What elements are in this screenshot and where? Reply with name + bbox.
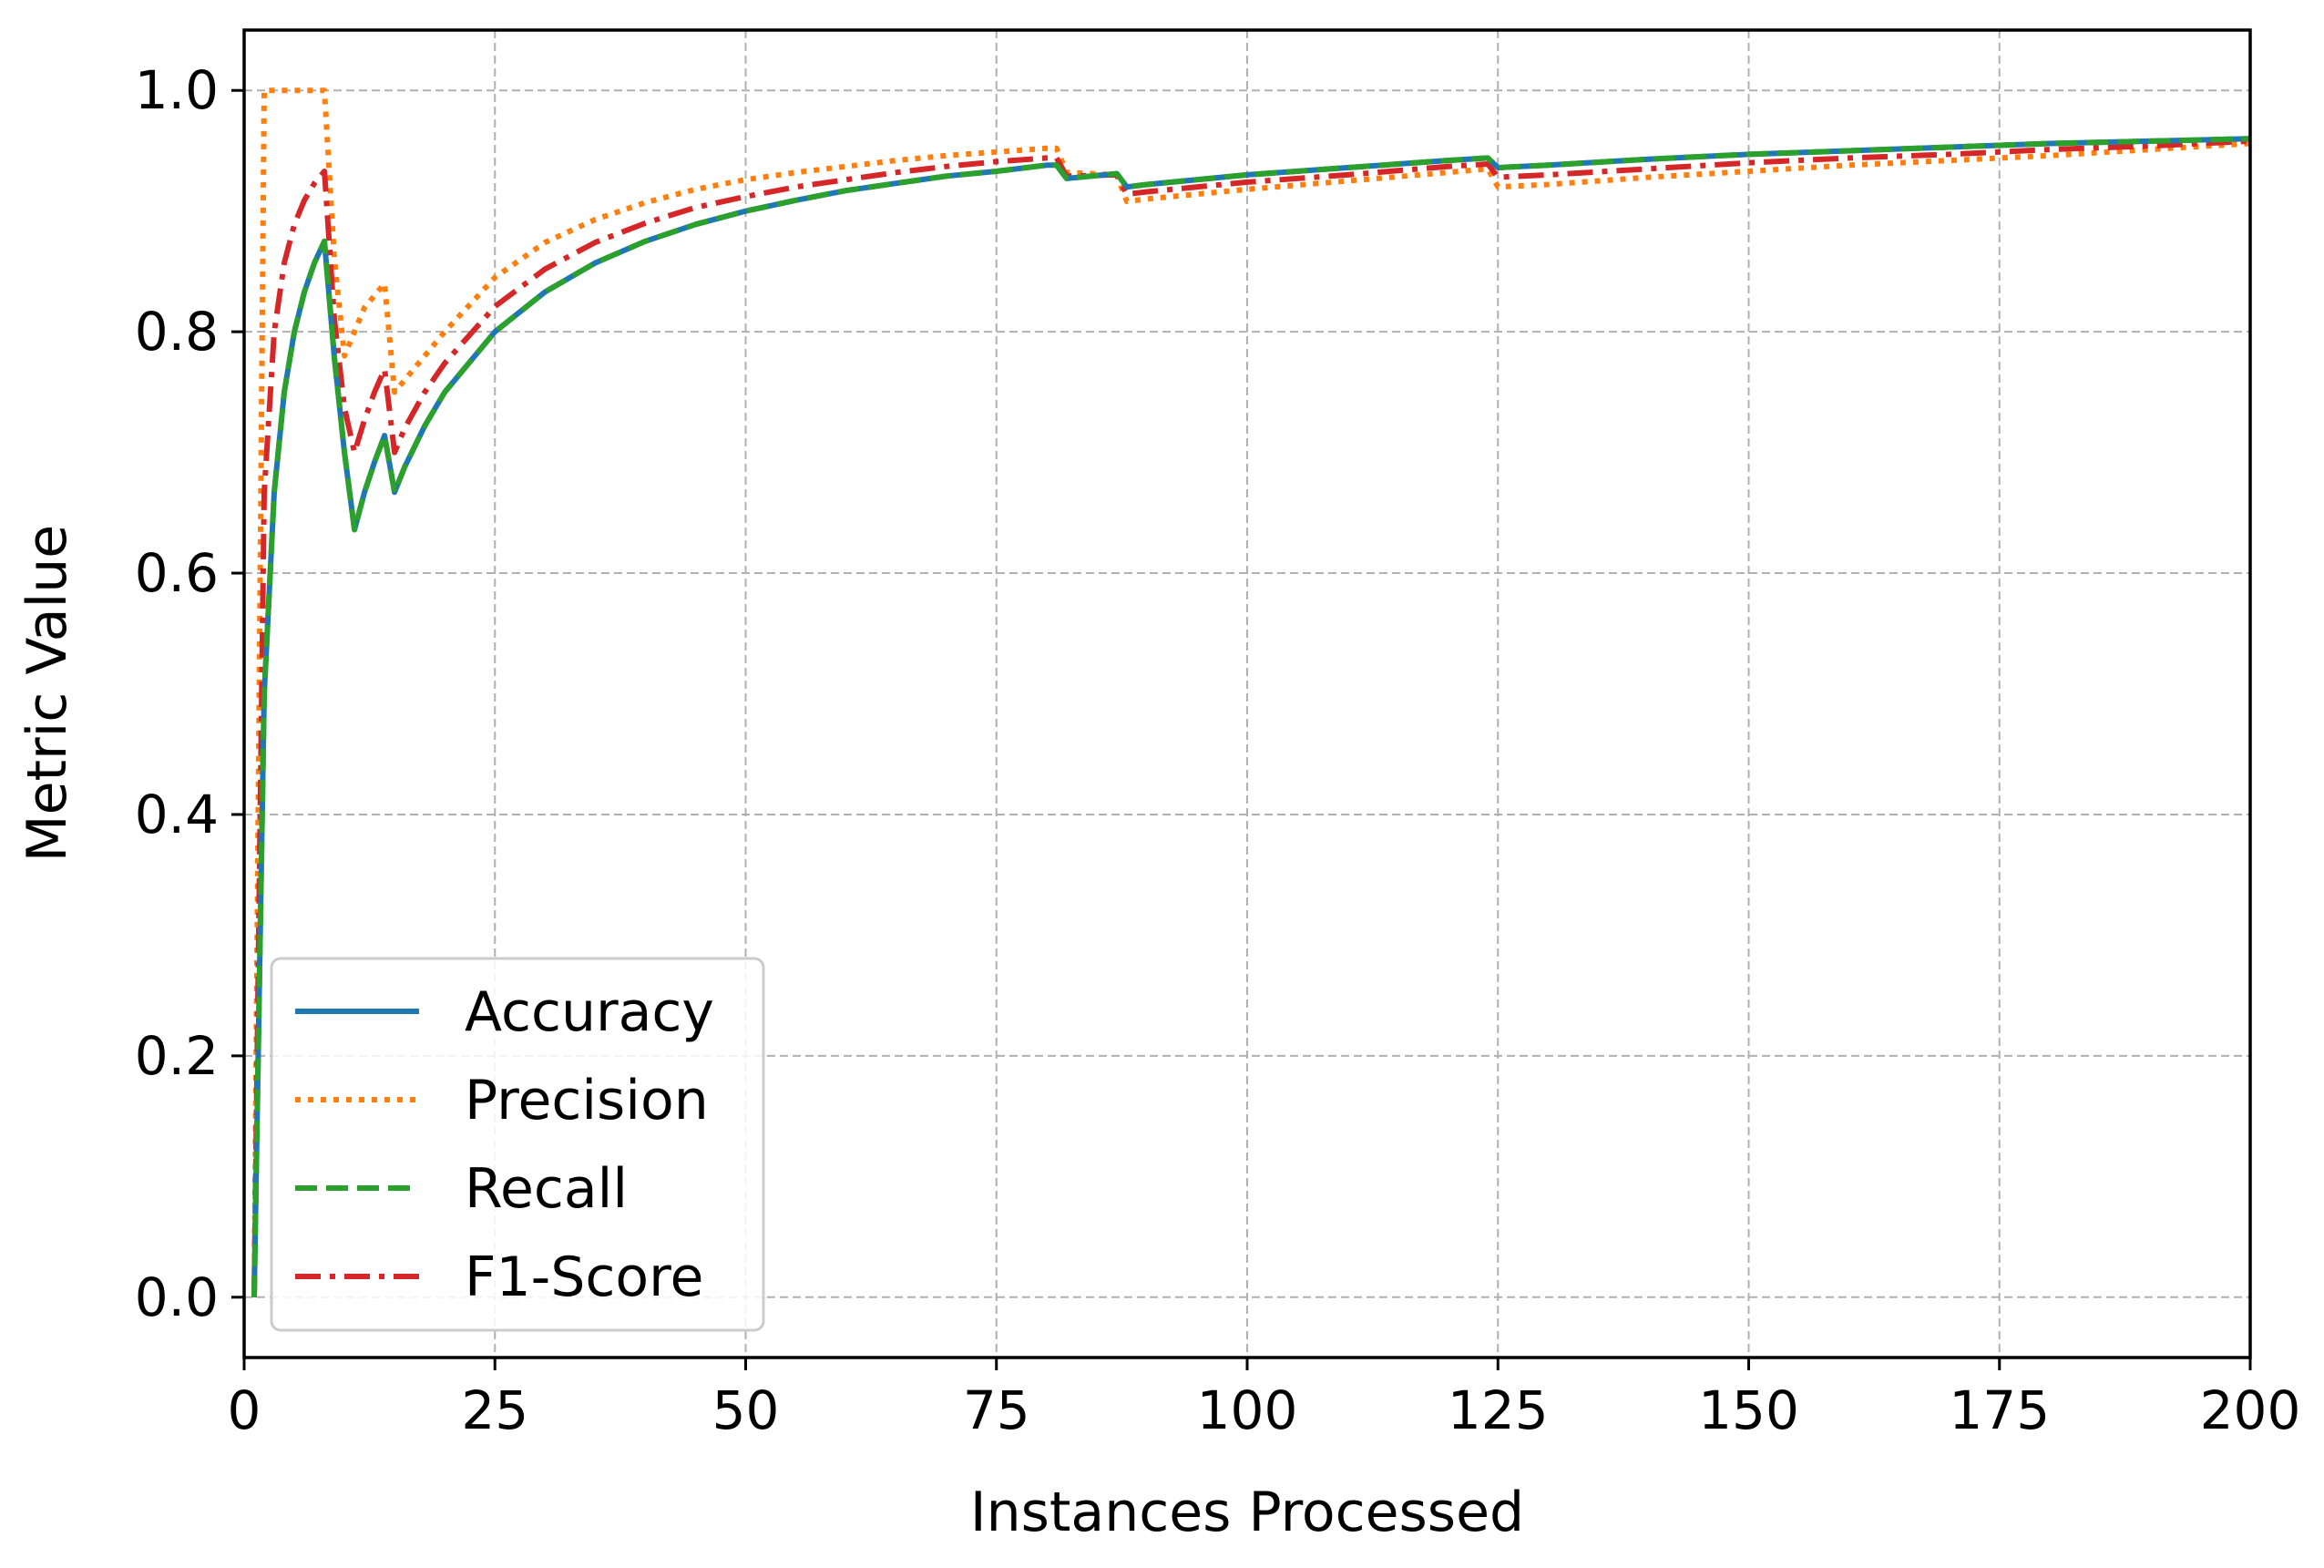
x-tick-label: 100 bbox=[1197, 1379, 1298, 1441]
x-tick-label: 200 bbox=[2200, 1379, 2301, 1441]
legend-label: Precision bbox=[465, 1069, 709, 1132]
y-tick-label: 0.4 bbox=[135, 784, 219, 845]
x-tick-label: 175 bbox=[1949, 1379, 2050, 1441]
x-tick-label: 75 bbox=[963, 1379, 1030, 1441]
x-tick-label: 50 bbox=[712, 1379, 780, 1441]
x-axis-label: Instances Processed bbox=[970, 1481, 1524, 1544]
y-tick-label: 0.2 bbox=[135, 1025, 219, 1087]
y-tick-label: 0.8 bbox=[135, 301, 219, 363]
legend-label: F1-Score bbox=[465, 1245, 703, 1309]
x-tick-label: 150 bbox=[1698, 1379, 1799, 1441]
legend: Accuracy Precision Recall F1-Score bbox=[270, 957, 765, 1332]
y-tick-label: 1.0 bbox=[135, 59, 219, 121]
x-tick-label: 125 bbox=[1448, 1379, 1549, 1441]
series-lines bbox=[251, 87, 2251, 1297]
x-tick-label: 0 bbox=[228, 1379, 261, 1441]
legend-label: Recall bbox=[465, 1157, 628, 1221]
legend-label: Accuracy bbox=[465, 980, 714, 1044]
series-line-recall bbox=[251, 136, 2251, 1297]
x-tick-label: 25 bbox=[461, 1379, 528, 1441]
legend-box bbox=[270, 957, 765, 1332]
y-tick-label: 0.6 bbox=[135, 542, 219, 604]
series-line-f1-score bbox=[251, 138, 2251, 1297]
y-tick-label: 0.0 bbox=[135, 1266, 219, 1328]
axis-ticks: 0 25 50 75 100 125 150 175 200 0.0 0.2 0.4 0.6 0.8 1.0 bbox=[135, 59, 2301, 1441]
series-line-precision bbox=[251, 87, 2251, 1297]
y-axis-label: Metric Value bbox=[15, 525, 79, 862]
